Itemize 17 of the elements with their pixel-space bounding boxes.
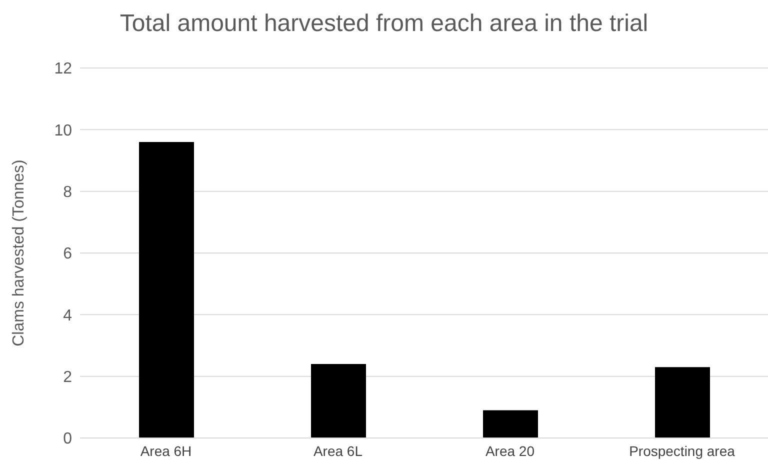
- y-tick-label: 2: [63, 369, 72, 386]
- y-axis-title: Clams harvested (Tonnes): [10, 160, 28, 346]
- bar: [655, 367, 710, 438]
- y-tick-label: 10: [54, 122, 72, 140]
- y-tick-label: 12: [54, 60, 72, 78]
- y-tick-label: 8: [63, 184, 72, 202]
- x-tick-label: Area 6L: [313, 442, 363, 459]
- y-tick-label: 6: [63, 246, 72, 263]
- bar: [311, 364, 366, 438]
- x-tick-label: Area 20: [485, 442, 535, 459]
- y-tick-label: 0: [63, 430, 72, 448]
- y-tick-label: 4: [63, 307, 72, 324]
- bar: [139, 142, 194, 438]
- bar: [483, 410, 538, 438]
- x-tick-label: Prospecting area: [629, 442, 736, 459]
- chart-title: Total amount harvested from each area in the trial: [118, 10, 650, 38]
- x-tick-label: Area 6H: [140, 442, 192, 459]
